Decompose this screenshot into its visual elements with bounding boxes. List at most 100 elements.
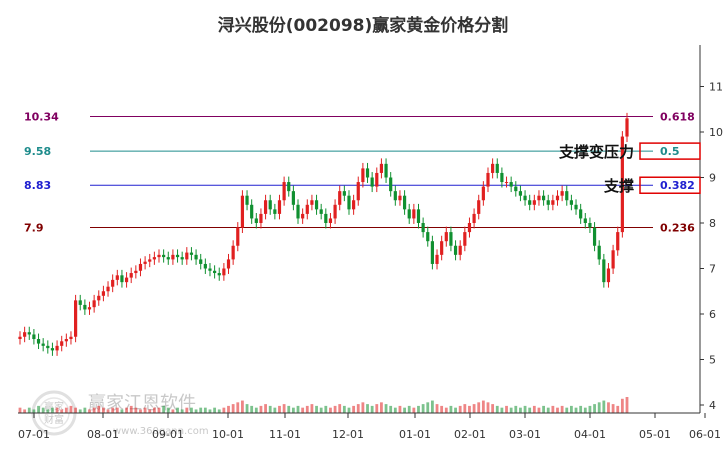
candle-body [64,339,68,342]
candle-body [148,259,152,262]
candle-body [407,209,411,219]
candle-body [69,336,73,340]
candle-body [523,195,527,201]
candle-body [486,172,490,187]
y-tick-label: 6 [709,308,716,321]
candle-body [402,195,407,210]
volume-bar [556,407,559,413]
volume-bar [546,407,550,413]
volume-bar [352,405,356,413]
candle-body [162,254,166,258]
candle-body [449,232,453,246]
candle-body [60,341,64,346]
volume-bar [342,405,346,413]
volume-bar [574,407,578,413]
volume-bar [537,407,541,413]
volume-bar [523,405,527,413]
x-tick-label: 08-01 [87,428,119,441]
volume-bar [620,398,624,413]
candle-body [574,204,578,210]
candle-body [384,163,388,178]
candle-body [129,273,133,278]
candle-body [268,200,272,210]
candle-body [78,300,82,305]
candle-body [375,172,379,187]
level-price-label: 10.34 [24,111,59,124]
candle-body [236,227,240,246]
candlesticks [18,112,629,356]
volume-bar [55,407,59,413]
chart-title: 浔兴股份(002098)赢家黄金价格分割 [218,15,509,36]
volume-bar [152,407,156,413]
volume-bar [560,405,564,413]
volume-bar [143,407,147,413]
candle-body [467,223,472,233]
volume-bar [542,405,545,413]
candle-body [379,163,384,173]
volume-bar [403,407,406,413]
candle-body [250,204,254,219]
volume-bar [162,405,166,413]
candle-body [157,254,161,258]
volume-bar [273,407,277,413]
volume-bar [481,400,485,413]
volume-bar [597,402,601,413]
volume-bar [97,405,101,413]
candle-body [32,334,36,340]
candle-body [291,191,295,205]
candle-body [87,307,92,310]
candle-body [226,259,231,269]
x-tick-label: 09-01 [152,428,184,441]
candle-body [421,223,425,233]
volume-bar [333,405,337,413]
candle-body [143,261,147,264]
volume-bar [102,407,105,413]
volume-bar [514,405,518,413]
candle-body [180,257,184,260]
volume-bar [190,407,193,413]
volume-bar [440,405,444,413]
volume-bar [78,409,82,413]
volume-bar [491,404,495,413]
candle-body [166,257,170,260]
volume-bar [264,404,267,413]
candle-body [175,254,180,258]
candle-body [453,245,458,255]
candle-body [245,195,249,205]
volume-bars [18,397,629,413]
volume-bar [203,407,207,413]
candle-body [287,182,291,192]
volume-bar [106,409,110,413]
candle-body [477,200,481,214]
candle-body [361,168,365,183]
volume-bar [375,404,379,413]
watermark-url: www.360gann.com [113,426,209,437]
candle-body [18,336,22,340]
level-ratio-label: 0.382 [660,179,695,192]
volume-bar [389,405,393,413]
volume-bar [250,405,254,413]
volume-bar [319,407,323,413]
candle-body [301,213,305,219]
volume-bar [435,404,439,413]
x-tick-label: 06-01 [689,428,721,441]
x-tick-label: 02-01 [454,428,486,441]
candle-body [481,186,485,201]
candle-body [495,163,499,173]
volume-bar [616,405,620,413]
candle-body [208,268,212,271]
candle-body [611,250,615,269]
candle-body [365,168,370,178]
candle-body [23,332,27,337]
level-lines: 10.34 0.618 9.58 0.5 8.83 0.382 7.9 0.236 [24,111,695,235]
volume-bar [407,405,411,413]
candle-body [120,275,124,283]
candle-body [347,195,351,210]
watermark-seal-bottom: 财富 [44,413,64,426]
volume-bar [74,407,78,413]
candle-body [277,200,282,214]
volume-bar [291,407,295,413]
volume-bar [236,402,240,413]
volume-bar [27,407,31,413]
watermark: 赢家 财富 赢家江恩软件 www.360gann.com [31,390,209,437]
